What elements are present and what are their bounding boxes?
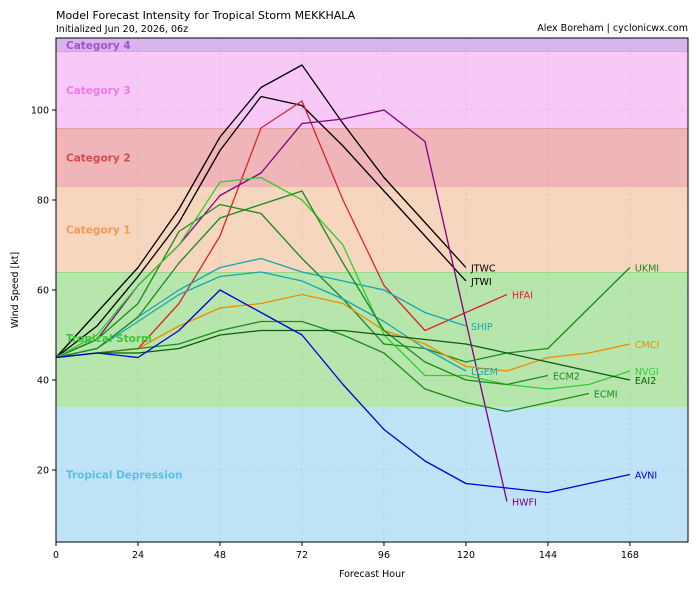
band-tropical-storm — [56, 272, 688, 407]
series-line-ecmi — [55, 320, 590, 413]
band-label-category-1: Category 1 — [66, 224, 131, 236]
y-tick-label-80: 80 — [37, 196, 49, 207]
series-label-ship: SHIP — [471, 322, 493, 333]
band-label-category-3: Category 3 — [66, 85, 131, 97]
x-axis-label: Forecast Hour — [339, 569, 405, 580]
series-line-ukmi — [55, 203, 631, 363]
band-category-3 — [56, 51, 688, 128]
series-line-eai2 — [55, 329, 631, 381]
band-category-4 — [56, 38, 688, 52]
x-tick-label-48: 48 — [214, 550, 226, 561]
category-bands — [56, 37, 688, 542]
x-tick-label-96: 96 — [378, 550, 390, 561]
series-label-ecm2: ECM2 — [553, 372, 580, 383]
series-label-hfai: HFAI — [512, 291, 533, 302]
y-tick-label-40: 40 — [37, 376, 49, 387]
series-line-jtwc — [55, 64, 467, 358]
x-tick-label-0: 0 — [53, 550, 59, 561]
series-label-nvgi: NVGI — [635, 367, 659, 378]
model-lines — [55, 64, 631, 502]
band-label-category-4: Category 4 — [66, 40, 131, 52]
y-axis-label: Wind Speed [kt] — [10, 252, 21, 328]
y-tick-label-100: 100 — [31, 106, 49, 117]
series-line-lgem — [55, 271, 467, 372]
series-line-cmci — [55, 293, 631, 372]
x-tick-label-144: 144 — [539, 550, 557, 561]
band-label-tropical-depression: Tropical Depression — [66, 470, 183, 482]
y-tick-label-60: 60 — [37, 286, 49, 297]
y-tick-label-20: 20 — [37, 466, 49, 477]
series-line-ecm2 — [55, 190, 549, 386]
band-category-1 — [56, 186, 688, 272]
chart-subtitle: Initialized Jun 20, 2026, 06z — [56, 24, 189, 35]
y-axis-ticks: 20 40 60 80 100 — [31, 106, 56, 477]
chart-title: Model Forecast Intensity for Tropical St… — [56, 9, 356, 22]
series-label-hwfi: HWFI — [512, 498, 537, 509]
series-label-eai2: EAI2 — [635, 376, 656, 387]
category-labels: Tropical Depression Tropical Storm Categor… — [66, 40, 183, 482]
series-label-ecmi: ECMI — [594, 390, 618, 401]
chart-credit: Alex Boreham | cyclonicwx.com — [537, 23, 688, 34]
series-line-hwfi — [55, 109, 508, 502]
x-tick-label-168: 168 — [621, 550, 639, 561]
band-label-tropical-storm: Tropical Storm — [66, 333, 152, 345]
band-tropical-depression — [56, 407, 688, 542]
x-tick-label-72: 72 — [296, 550, 308, 561]
series-label-avni: AVNI — [635, 471, 657, 482]
series-label-jtwi: JTWI — [470, 277, 492, 288]
series-line-nvgi — [55, 176, 631, 390]
series-label-lgem: LGEM — [471, 367, 498, 378]
band-label-category-2: Category 2 — [66, 152, 131, 164]
series-label-jtwc: JTWC — [470, 264, 496, 275]
series-label-cmci: CMCI — [635, 340, 659, 351]
x-tick-label-24: 24 — [132, 550, 144, 561]
band-category-2 — [56, 128, 688, 187]
series-line-jtwi — [55, 95, 467, 359]
series-label-ukmi: UKMI — [635, 264, 659, 275]
x-tick-label-120: 120 — [457, 550, 475, 561]
x-axis-ticks: 0 24 48 72 96 120 144 168 — [53, 542, 639, 561]
model-labels: JTWC JTWI HFAI HWFI UKMI SHIP LGEM CMCI NVGI ECM2… — [470, 264, 659, 509]
series-line-avni — [55, 289, 631, 494]
